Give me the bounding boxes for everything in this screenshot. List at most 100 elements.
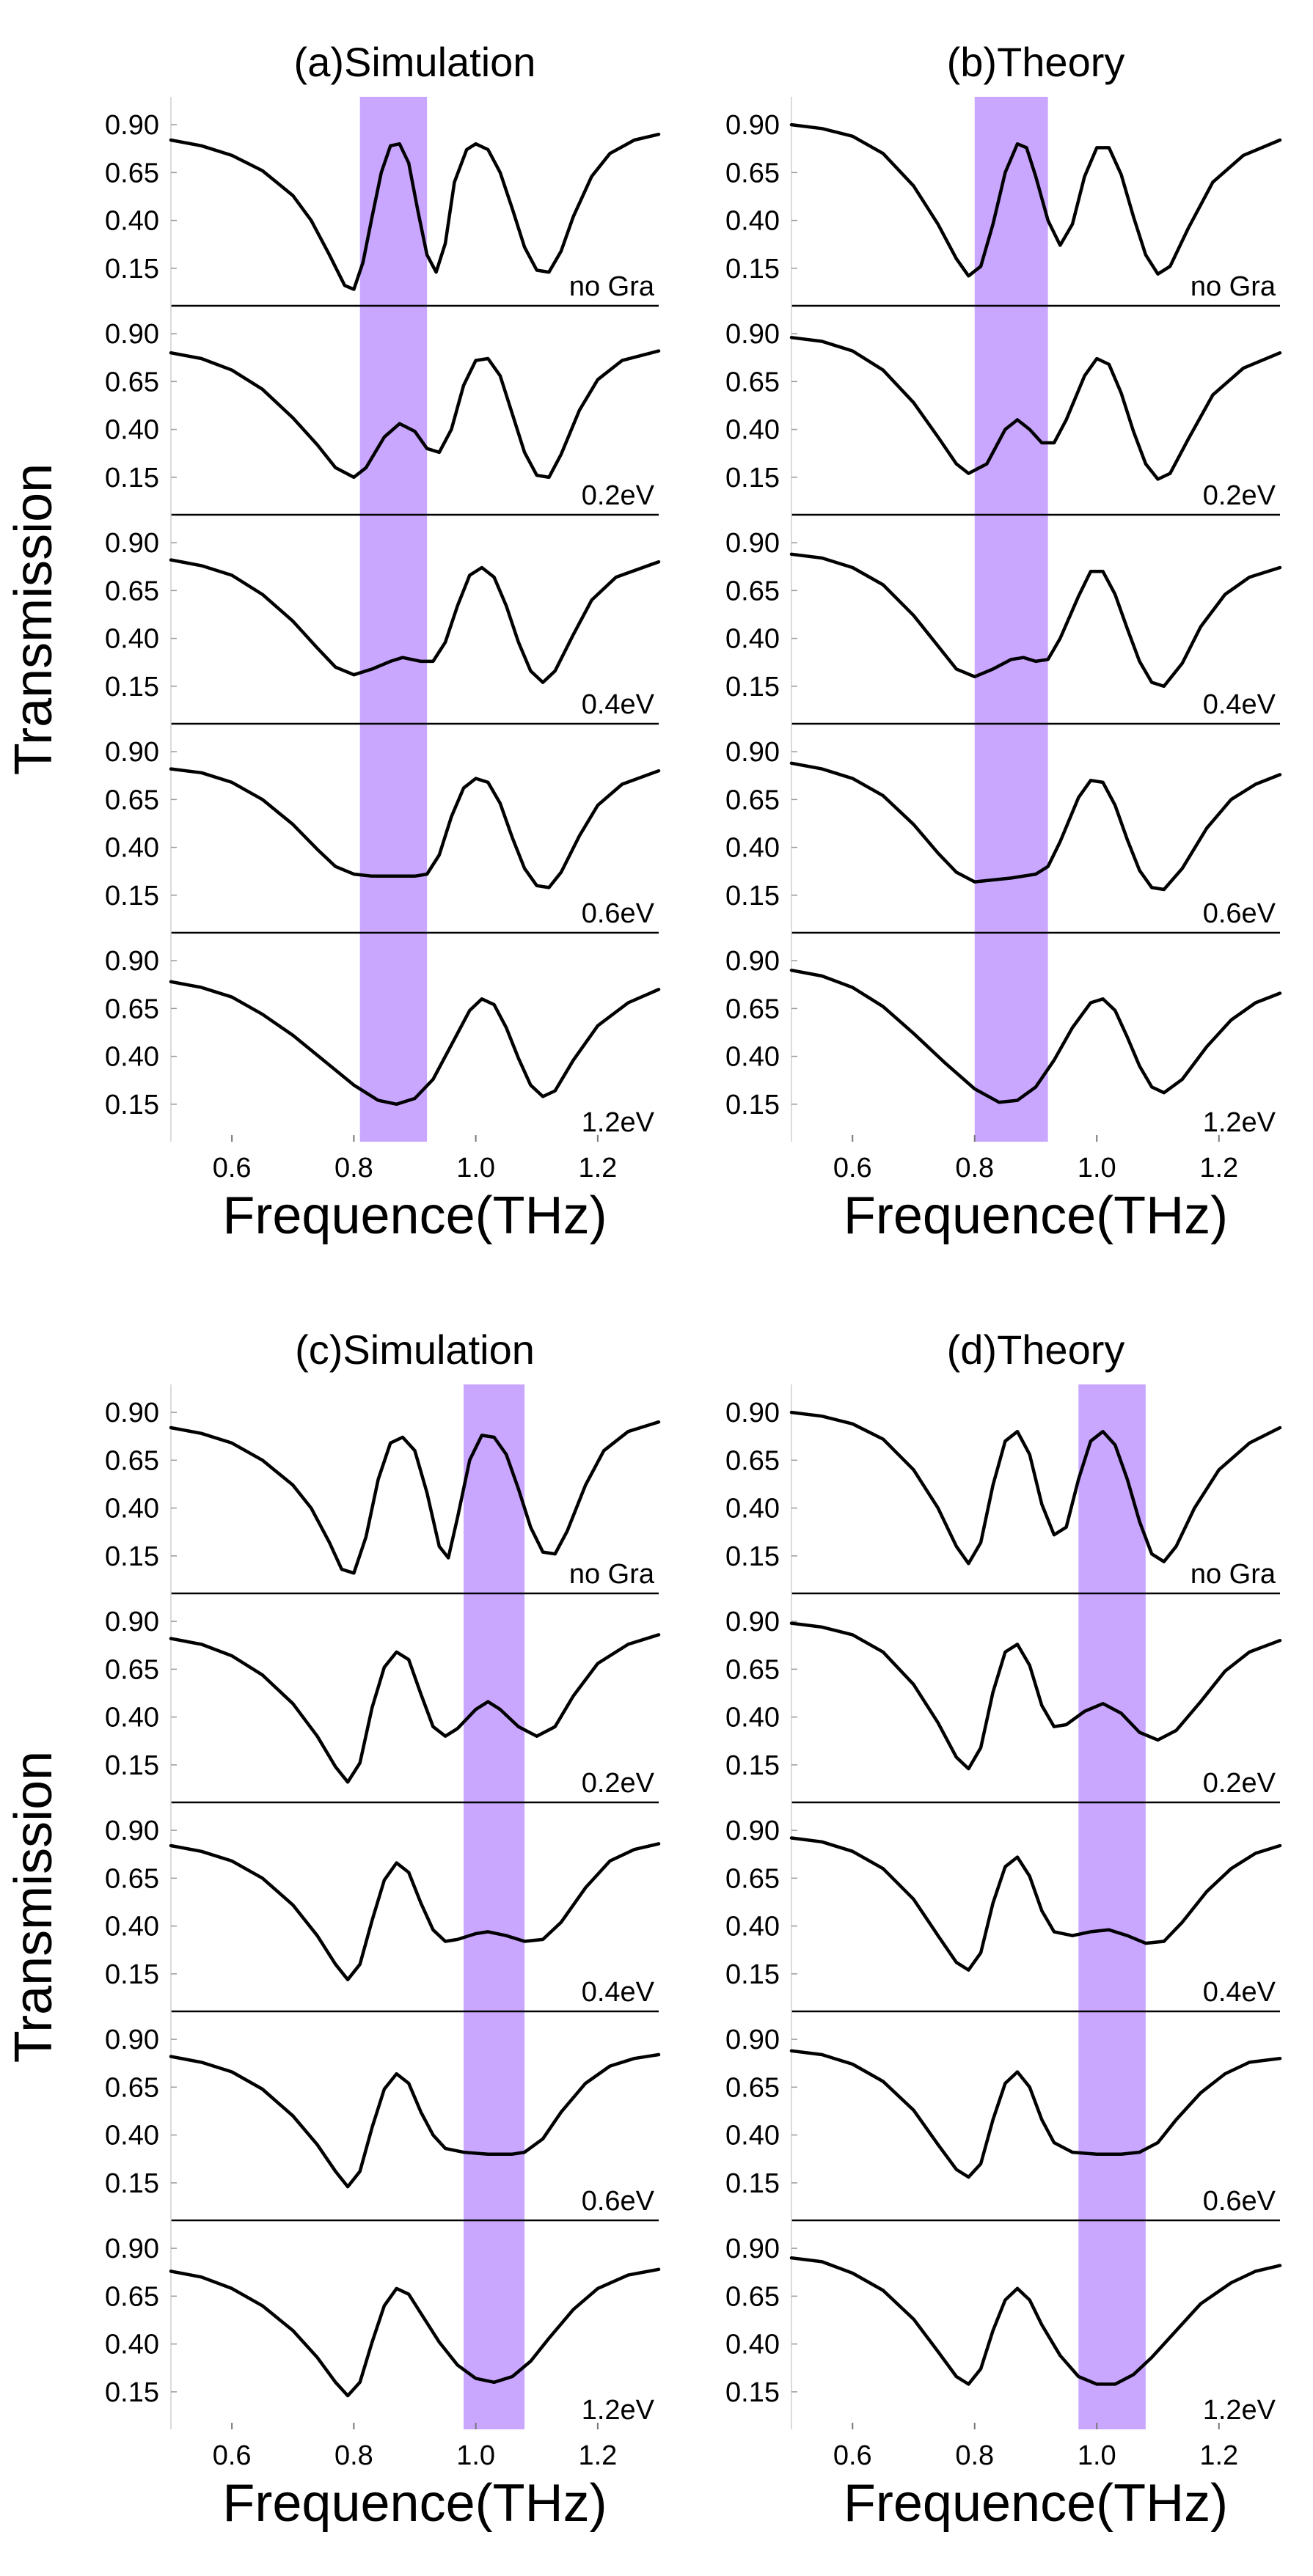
row-3: 0.90 0.65 0.40 0.15 0.4eV <box>105 1816 661 2008</box>
series-line <box>169 1420 661 1575</box>
series-label: 1.2eV <box>1203 1107 1276 1138</box>
y-tick-label: 0.65 <box>105 1654 159 1685</box>
y-tick-label: 0.65 <box>725 994 780 1024</box>
series-line <box>169 558 661 684</box>
y-tick-label: 0.90 <box>725 110 780 141</box>
y-tick-label: 0.40 <box>105 1042 159 1073</box>
series-line <box>169 2052 661 2189</box>
chart-panel-4: (d)Theory 0.90 0.65 0.40 0.15 no Gra 0.90 0.65 0… <box>725 1326 1282 2533</box>
series-line <box>789 552 1282 689</box>
series-line <box>169 349 661 480</box>
y-tick-label: 0.90 <box>725 2025 780 2055</box>
y-tick-label: 0.15 <box>725 881 780 911</box>
y-tick-label: 0.15 <box>105 2168 159 2199</box>
series-line <box>169 980 661 1107</box>
y-tick-label: 0.40 <box>725 1912 780 1942</box>
y-tick-label: 0.15 <box>725 672 780 702</box>
row-3: 0.90 0.65 0.40 0.15 0.4eV <box>105 528 661 720</box>
series-label: 0.4eV <box>1203 1977 1276 2008</box>
y-tick-label: 0.15 <box>725 1750 780 1781</box>
highlight-band <box>974 97 1048 1142</box>
y-tick-label: 0.65 <box>105 785 159 815</box>
row-2: 0.90 0.65 0.40 0.15 0.2eV <box>105 319 661 511</box>
y-tick-label: 0.90 <box>105 1816 159 1846</box>
y-tick-label: 0.65 <box>725 1654 780 1685</box>
y-tick-label: 0.15 <box>725 1541 780 1572</box>
y-tick-label: 0.15 <box>725 2168 780 2199</box>
y-tick-label: 0.90 <box>725 1816 780 1846</box>
y-tick-label: 0.40 <box>105 1912 159 1942</box>
row-2: 0.90 0.65 0.40 0.15 0.2eV <box>105 1607 661 1799</box>
y-tick-label: 0.15 <box>105 1090 159 1120</box>
series-line <box>789 336 1282 481</box>
x-tick-label: 0.8 <box>334 2440 373 2471</box>
x-tick-label: 0.8 <box>955 2440 994 2471</box>
series-label: 1.2eV <box>582 2395 655 2426</box>
row-4: 0.90 0.65 0.40 0.15 0.6eV <box>105 2025 661 2217</box>
y-tick-label: 0.40 <box>725 2330 780 2360</box>
y-tick-label: 0.40 <box>105 1494 159 1524</box>
row-4: 0.90 0.65 0.40 0.15 0.6eV <box>725 737 1282 929</box>
series-label: 0.6eV <box>582 898 655 929</box>
x-tick-label: 1.2 <box>1199 2440 1238 2471</box>
panel-title: (a)Simulation <box>294 39 536 85</box>
row-4: 0.90 0.65 0.40 0.15 0.6eV <box>725 2025 1282 2217</box>
panel-title: (d)Theory <box>947 1326 1125 1373</box>
y-tick-label: 0.15 <box>105 1541 159 1572</box>
x-axis-title: Frequence(THz) <box>222 1186 607 1245</box>
x-tick-label: 1.0 <box>1078 2440 1116 2471</box>
y-tick-label: 0.90 <box>105 946 159 977</box>
x-axis-title: Frequence(THz) <box>844 2474 1228 2533</box>
y-tick-label: 0.90 <box>105 737 159 768</box>
y-tick-label: 0.40 <box>105 415 159 446</box>
x-tick-label: 0.6 <box>833 2440 872 2471</box>
series-line <box>169 1633 661 1784</box>
x-tick-label: 0.8 <box>955 1153 994 1184</box>
x-tick-label: 1.0 <box>456 2440 495 2471</box>
y-tick-label: 0.15 <box>725 1090 780 1120</box>
series-line <box>169 2267 661 2398</box>
series-label: no Gra <box>1191 1559 1276 1590</box>
y-tick-label: 0.40 <box>105 624 159 655</box>
highlight-band <box>1078 1384 1146 2429</box>
series-line <box>169 132 661 291</box>
series-label: 0.4eV <box>582 1977 655 2008</box>
y-tick-label: 0.65 <box>725 576 780 606</box>
y-tick-label: 0.40 <box>105 833 159 864</box>
row-1: 0.90 0.65 0.40 0.15 no Gra <box>725 110 1282 302</box>
y-tick-label: 0.65 <box>725 2281 780 2312</box>
row-4: 0.90 0.65 0.40 0.15 0.6eV <box>105 737 661 929</box>
y-tick-label: 0.90 <box>105 319 159 350</box>
y-tick-label: 0.40 <box>105 1703 159 1733</box>
y-tick-label: 0.65 <box>105 2072 159 2103</box>
y-tick-label: 0.65 <box>105 1445 159 1476</box>
y-tick-label: 0.40 <box>725 1703 780 1733</box>
row-3: 0.90 0.65 0.40 0.15 0.4eV <box>725 528 1282 720</box>
row-2: 0.90 0.65 0.40 0.15 0.2eV <box>725 1607 1282 1799</box>
x-axis-title: Frequence(THz) <box>844 1186 1228 1245</box>
series-line <box>789 2049 1282 2179</box>
x-tick-label: 0.6 <box>213 2440 252 2471</box>
y-tick-label: 0.65 <box>105 576 159 606</box>
y-tick-label: 0.15 <box>105 463 159 493</box>
y-tick-label: 0.40 <box>725 206 780 237</box>
x-tick-label: 1.2 <box>578 2440 617 2471</box>
y-tick-label: 0.15 <box>725 2377 780 2408</box>
y-tick-label: 0.40 <box>105 2330 159 2360</box>
series-line <box>789 968 1282 1104</box>
y-tick-label: 0.40 <box>105 2121 159 2151</box>
highlight-band <box>359 97 428 1142</box>
y-tick-label: 0.40 <box>725 833 780 864</box>
row-1: 0.90 0.65 0.40 0.15 no Gra <box>725 1398 1282 1590</box>
x-tick-label: 1.0 <box>456 1153 495 1184</box>
y-tick-label: 0.90 <box>105 1398 159 1428</box>
y-tick-label: 0.90 <box>105 2234 159 2264</box>
row-5: 0.90 0.65 0.40 0.15 1.2eV <box>105 946 661 1138</box>
y-tick-label: 0.90 <box>105 2025 159 2055</box>
series-label: 0.2eV <box>582 1768 655 1799</box>
series-line <box>789 2256 1282 2386</box>
series-label: 1.2eV <box>582 1107 655 1138</box>
y-tick-label: 0.40 <box>725 2121 780 2151</box>
y-tick-label: 0.65 <box>725 158 780 188</box>
